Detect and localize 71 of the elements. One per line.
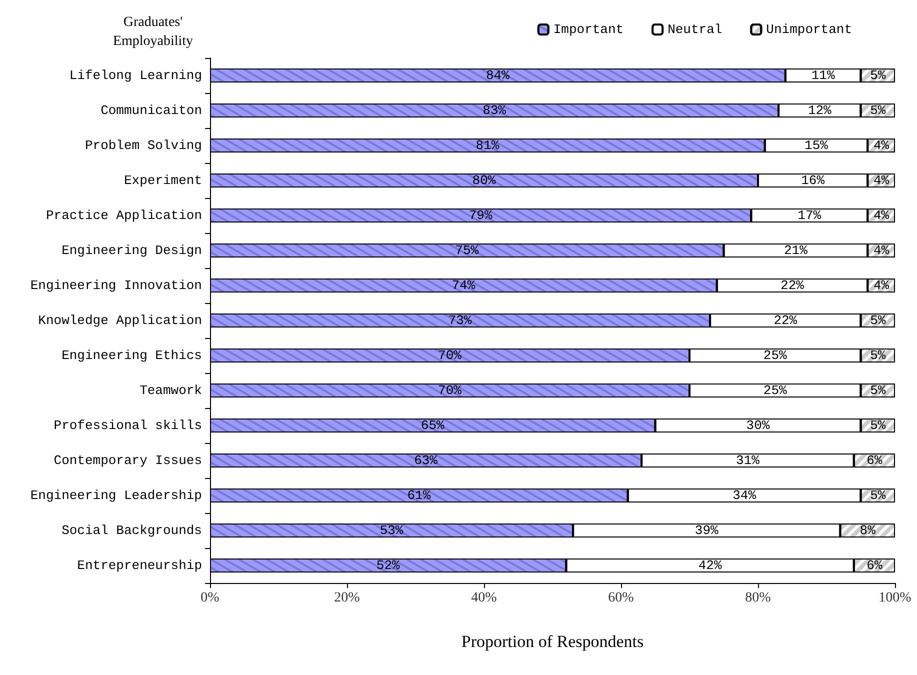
- y-tick-label: Engineering Ethics: [62, 348, 202, 363]
- data-label: 70%: [438, 383, 462, 398]
- data-label: 73%: [448, 313, 472, 328]
- data-label: 53%: [380, 523, 404, 538]
- legend-label: Unimportant: [766, 22, 852, 37]
- data-label: 39%: [694, 523, 719, 538]
- data-label: 5%: [870, 488, 886, 503]
- data-label: 80%: [472, 173, 496, 188]
- data-label: 16%: [801, 173, 825, 188]
- y-tick-label: Professional skills: [54, 418, 202, 433]
- data-label: 5%: [870, 103, 886, 118]
- data-label: 4%: [873, 278, 890, 293]
- y-tick-label: Teamwork: [140, 383, 202, 398]
- data-label: 30%: [746, 418, 770, 433]
- data-label: 5%: [870, 348, 886, 363]
- data-label: 21%: [784, 243, 808, 258]
- data-label: 42%: [698, 558, 722, 573]
- y-tick-label: Problem Solving: [84, 138, 202, 153]
- data-label: 65%: [420, 418, 445, 433]
- data-label: 22%: [780, 278, 804, 293]
- data-label: 75%: [455, 243, 479, 258]
- data-label: 79%: [468, 208, 492, 223]
- data-label: 6%: [866, 558, 882, 573]
- data-label: 4%: [873, 138, 890, 153]
- data-label: 83%: [482, 103, 506, 118]
- y-tick-label: Entrepreneurship: [77, 558, 202, 573]
- data-label: 8%: [860, 523, 876, 538]
- y-tick-label: Engineering Leadership: [30, 488, 202, 503]
- data-label: 5%: [870, 68, 886, 83]
- legend-label: Neutral: [668, 22, 722, 37]
- x-tick-label: 60%: [608, 590, 634, 606]
- y-tick-label: Communicaiton: [100, 103, 202, 118]
- data-label: 5%: [870, 313, 886, 328]
- y-tick-label: Engineering Innovation: [30, 278, 202, 293]
- data-label: 70%: [438, 348, 462, 363]
- data-label: 74%: [452, 278, 476, 293]
- data-label: 15%: [804, 138, 828, 153]
- data-label: 17%: [798, 208, 822, 223]
- y-tick-label: Engineering Design: [62, 243, 202, 258]
- data-label: 11%: [811, 68, 835, 83]
- data-label: 6%: [866, 453, 882, 468]
- data-label: 5%: [870, 383, 886, 398]
- data-label: 4%: [873, 173, 890, 188]
- data-label: 84%: [486, 68, 510, 83]
- legend-label: Important: [553, 22, 624, 37]
- data-label: 63%: [414, 453, 438, 468]
- y-tick-label: Lifelong Learning: [69, 68, 202, 83]
- data-label: 4%: [873, 243, 890, 258]
- y-tick-label: Practice Application: [46, 208, 202, 223]
- data-label: 25%: [763, 383, 788, 398]
- data-label: 31%: [736, 453, 760, 468]
- y-tick-label: Experiment: [124, 173, 202, 188]
- x-tick-label: 80%: [745, 590, 772, 606]
- x-tick-label: 20%: [334, 590, 360, 606]
- x-tick-label: 40%: [471, 590, 498, 606]
- y-tick-label: Knowledge Application: [38, 313, 202, 328]
- data-label: 5%: [870, 418, 886, 433]
- data-label: 52%: [376, 558, 400, 573]
- x-axis-title: Proportion of Respondents: [461, 632, 644, 651]
- data-label: 34%: [732, 488, 756, 503]
- data-label: 25%: [763, 348, 788, 363]
- y-tick-label: Contemporary Issues: [54, 453, 202, 468]
- y-tick-label: Social Backgrounds: [62, 523, 202, 538]
- data-label: 81%: [476, 138, 500, 153]
- data-label: 22%: [774, 313, 798, 328]
- data-label: 4%: [873, 208, 890, 223]
- x-tick-label: 0%: [200, 590, 220, 606]
- y-axis-title: Graduates' Employability: [112, 15, 194, 49]
- data-label: 61%: [407, 488, 431, 503]
- x-tick-label: 100%: [878, 590, 912, 606]
- data-label: 12%: [808, 103, 832, 118]
